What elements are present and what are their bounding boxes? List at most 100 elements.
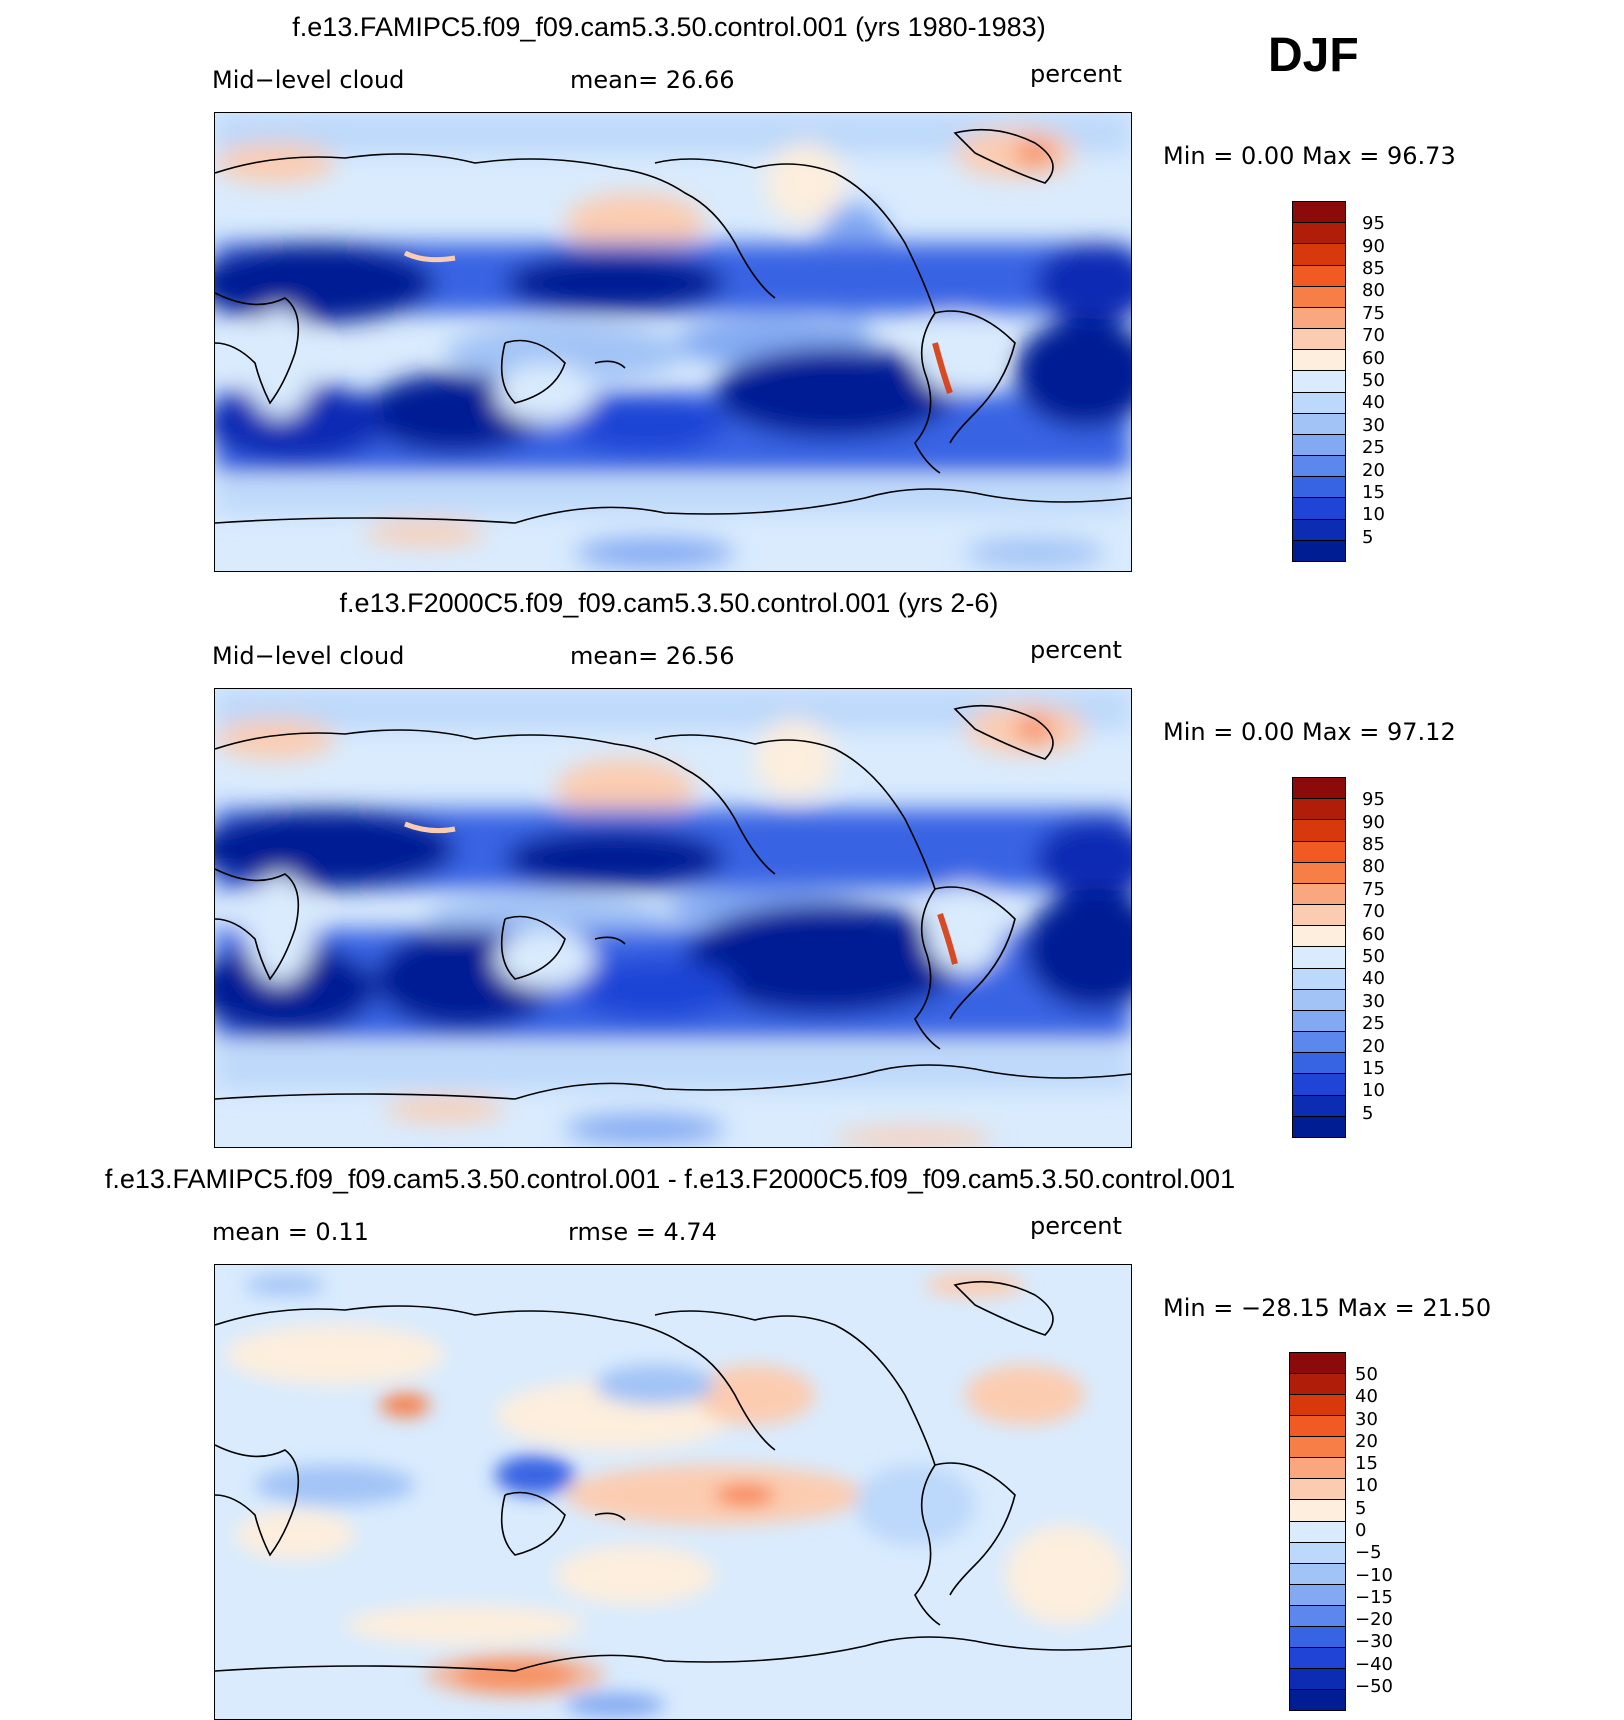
- panel-2-minmax-label: Min = 0.00 Max = 97.12: [1163, 718, 1456, 746]
- colorbar-tick-label: 85: [1362, 258, 1385, 279]
- colorbar-swatch: [1293, 1053, 1345, 1075]
- panel-2-colorbar: [1292, 777, 1346, 1138]
- colorbar-tick-label: 20: [1355, 1431, 1378, 1452]
- season-label: DJF: [1268, 29, 1359, 82]
- colorbar-tick-label: 60: [1362, 924, 1385, 945]
- colorbar-swatch: [1293, 265, 1345, 287]
- colorbar-swatch: [1293, 841, 1345, 863]
- colorbar-swatch: [1290, 1626, 1345, 1648]
- colorbar-swatch: [1290, 1416, 1345, 1438]
- panel-1-map: [214, 112, 1132, 572]
- panel-2-coastlines: [215, 704, 1131, 1100]
- colorbar-swatch: [1290, 1690, 1345, 1711]
- colorbar-swatch: [1290, 1374, 1345, 1396]
- colorbar-tick-label: 50: [1362, 946, 1385, 967]
- colorbar-tick-label: −30: [1355, 1631, 1393, 1652]
- colorbar-tick-label: 10: [1362, 504, 1385, 525]
- colorbar-swatch: [1293, 286, 1345, 308]
- colorbar-tick-label: 0: [1355, 1520, 1367, 1541]
- colorbar-swatch: [1290, 1668, 1345, 1690]
- panel-2-mean-label: mean= 26.56: [570, 642, 735, 670]
- panel-2-map-field: [215, 689, 1131, 1147]
- colorbar-tick-label: 70: [1362, 901, 1385, 922]
- colorbar-swatch: [1293, 350, 1345, 372]
- colorbar-swatch: [1293, 307, 1345, 330]
- colorbar-swatch: [1290, 1605, 1345, 1627]
- colorbar-tick-label: 15: [1362, 482, 1385, 503]
- colorbar-swatch: [1290, 1584, 1345, 1606]
- colorbar-swatch: [1293, 799, 1345, 821]
- panel-3-map: [214, 1264, 1132, 1720]
- colorbar-swatch: [1290, 1521, 1345, 1543]
- panel-1-units-label: percent: [1030, 60, 1122, 88]
- colorbar-swatch: [1293, 498, 1345, 520]
- panel-3-coastlines: [215, 1280, 1131, 1672]
- colorbar-tick-label: 50: [1355, 1364, 1378, 1385]
- colorbar-swatch: [1293, 883, 1345, 906]
- colorbar-tick-label: 80: [1362, 280, 1385, 301]
- colorbar-swatch: [1290, 1563, 1345, 1585]
- colorbar-tick-label: 40: [1362, 392, 1385, 413]
- colorbar-tick-label: −10: [1355, 1565, 1393, 1586]
- panel-2-units-label: percent: [1030, 636, 1122, 664]
- colorbar-tick-label: 70: [1362, 325, 1385, 346]
- colorbar-swatch: [1293, 947, 1345, 969]
- panel-2-variable-label: Mid−level cloud: [212, 642, 405, 670]
- panel-1-colorbar: [1292, 201, 1346, 562]
- colorbar-swatch: [1293, 820, 1345, 842]
- colorbar-swatch: [1290, 1647, 1345, 1669]
- colorbar-swatch: [1293, 202, 1345, 224]
- panel-3-title: f.e13.FAMIPC5.f09_f09.cam5.3.50.control.…: [104, 1164, 1236, 1194]
- colorbar-tick-label: 20: [1362, 460, 1385, 481]
- colorbar-tick-label: 5: [1362, 1103, 1374, 1124]
- colorbar-swatch: [1290, 1395, 1345, 1417]
- panel-1-map-field: [215, 113, 1131, 571]
- colorbar-tick-label: 15: [1362, 1058, 1385, 1079]
- panel-1-variable-label: Mid−level cloud: [212, 66, 405, 94]
- colorbar-swatch: [1293, 477, 1345, 499]
- colorbar-swatch: [1293, 905, 1345, 927]
- panel-1-mean-label: mean= 26.66: [570, 66, 735, 94]
- colorbar-tick-label: 40: [1355, 1386, 1378, 1407]
- colorbar-swatch: [1293, 223, 1345, 245]
- colorbar-swatch: [1293, 1095, 1345, 1117]
- colorbar-tick-label: 30: [1362, 415, 1385, 436]
- colorbar-tick-label: 75: [1362, 303, 1385, 324]
- colorbar-tick-label: −5: [1355, 1542, 1382, 1563]
- colorbar-tick-label: 95: [1362, 789, 1385, 810]
- colorbar-tick-label: −40: [1355, 1654, 1393, 1675]
- colorbar-swatch: [1290, 1353, 1345, 1375]
- colorbar-tick-label: 80: [1362, 856, 1385, 877]
- panel-3-rmse-label: rmse = 4.74: [568, 1218, 717, 1246]
- colorbar-tick-label: −20: [1355, 1609, 1393, 1630]
- colorbar-swatch: [1290, 1437, 1345, 1459]
- colorbar-swatch: [1293, 926, 1345, 948]
- colorbar-tick-label: 20: [1362, 1036, 1385, 1057]
- colorbar-tick-label: 5: [1362, 527, 1374, 548]
- panel-3-map-field: [215, 1265, 1131, 1719]
- colorbar-tick-label: 40: [1362, 968, 1385, 989]
- colorbar-swatch: [1293, 1116, 1345, 1137]
- colorbar-swatch: [1293, 413, 1345, 435]
- colorbar-swatch: [1293, 968, 1345, 990]
- colorbar-tick-label: −50: [1355, 1676, 1393, 1697]
- colorbar-swatch: [1293, 1074, 1345, 1096]
- colorbar-tick-label: 30: [1362, 991, 1385, 1012]
- colorbar-tick-label: 10: [1362, 1080, 1385, 1101]
- colorbar-swatch: [1293, 1010, 1345, 1033]
- colorbar-swatch: [1293, 989, 1345, 1011]
- colorbar-tick-label: 15: [1355, 1453, 1378, 1474]
- colorbar-swatch: [1290, 1500, 1345, 1522]
- colorbar-tick-label: −15: [1355, 1587, 1393, 1608]
- colorbar-swatch: [1290, 1542, 1345, 1564]
- colorbar-tick-label: 30: [1355, 1409, 1378, 1430]
- colorbar-swatch: [1293, 778, 1345, 800]
- colorbar-tick-label: 25: [1362, 1013, 1385, 1034]
- colorbar-tick-label: 10: [1355, 1475, 1378, 1496]
- colorbar-tick-label: 50: [1362, 370, 1385, 391]
- panel-3-colorbar: [1289, 1352, 1346, 1711]
- colorbar-swatch: [1293, 540, 1345, 561]
- colorbar-tick-label: 85: [1362, 834, 1385, 855]
- panel-1-coastlines: [215, 128, 1131, 524]
- colorbar-swatch: [1293, 371, 1345, 393]
